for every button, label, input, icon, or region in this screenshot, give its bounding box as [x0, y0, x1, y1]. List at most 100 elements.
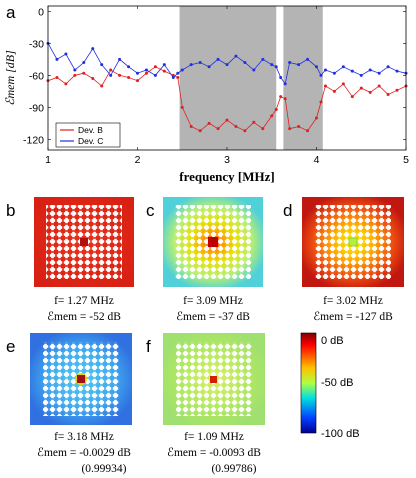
panel-c-label: c	[146, 201, 155, 220]
panel-c-energy: ℰmem = -37 dB	[176, 311, 250, 323]
y-tick-label: 0	[38, 6, 44, 18]
data-point	[234, 54, 238, 58]
data-point	[225, 63, 229, 67]
data-point	[261, 57, 265, 61]
panel-d-energy: ℰmem = -127 dB	[313, 311, 393, 323]
data-point	[91, 77, 95, 81]
data-point	[136, 71, 139, 75]
data-point	[279, 95, 283, 99]
panel-b: b f= 1.27 MHz ℰmem = -52 dB	[6, 197, 134, 323]
panel-e-ratio: (0.99934)	[81, 463, 126, 475]
data-point	[162, 63, 166, 67]
data-point	[377, 84, 381, 88]
y-tick-label: -90	[29, 102, 44, 114]
legend-label-dev-b: Dev. B	[78, 125, 103, 135]
data-point	[171, 75, 175, 79]
colorbar: 0 dB -50 dB -100 dB	[300, 332, 360, 440]
data-point	[144, 71, 148, 75]
data-point	[176, 71, 180, 75]
data-point	[274, 65, 278, 69]
data-point	[283, 97, 287, 101]
data-point	[118, 73, 122, 77]
panel-f-label: f	[146, 337, 151, 356]
data-point	[180, 105, 184, 109]
data-point	[100, 63, 104, 67]
panel-f: f f= 1.09 MHz ℰmem = -0.0093 dB (0.99786…	[146, 333, 265, 475]
data-point	[377, 71, 381, 75]
data-point	[153, 65, 157, 69]
data-point	[297, 125, 301, 129]
data-point	[288, 127, 292, 131]
data-point	[270, 63, 274, 67]
data-point	[350, 69, 354, 73]
data-point	[350, 95, 354, 99]
legend-label-dev-c: Dev. C	[78, 136, 103, 146]
axis-ticks: 1 2 3 4 5 0 -30 -60 -90 -120	[23, 6, 409, 166]
shaded-region-2	[283, 6, 323, 150]
data-point	[252, 68, 256, 72]
data-point	[395, 88, 399, 92]
data-point	[306, 57, 310, 61]
panel-b-energy: ℰmem = -52 dB	[47, 311, 121, 323]
series-layer	[46, 41, 408, 133]
y-tick-label: -120	[23, 134, 44, 146]
panel-d: d f= 3.02 MHz ℰmem = -127 dB	[283, 197, 404, 323]
x-axis-label: frequency [MHz]	[179, 169, 274, 184]
data-point	[189, 125, 193, 129]
panel-e-energy: ℰmem = -0.0029 dB	[37, 447, 131, 459]
colorbar-label-top: 0 dB	[321, 335, 344, 347]
colorbar-label-bottom: -100 dB	[321, 428, 360, 440]
data-point	[252, 120, 256, 124]
y-tick-label: -30	[29, 38, 44, 50]
data-point	[323, 68, 327, 72]
data-point	[261, 127, 265, 131]
data-point	[315, 65, 318, 69]
colorbar-label-mid: -50 dB	[321, 377, 353, 389]
data-point	[216, 127, 220, 131]
data-point	[82, 71, 86, 75]
panel-b-frequency: f= 1.27 MHz	[54, 295, 114, 307]
data-point	[127, 65, 131, 69]
data-point	[144, 68, 148, 72]
data-point	[319, 100, 323, 104]
data-point	[109, 73, 113, 77]
x-tick-label: 2	[135, 154, 141, 166]
data-point	[198, 129, 202, 133]
x-tick-label: 3	[224, 154, 230, 166]
data-point	[153, 73, 157, 77]
data-point	[315, 116, 318, 120]
data-point	[127, 75, 131, 79]
data-point	[341, 65, 345, 69]
panel-d-frequency: f= 3.02 MHz	[323, 295, 383, 307]
shaded-region-1	[179, 6, 277, 150]
panel-a-label: a	[6, 3, 16, 22]
data-point	[395, 69, 399, 73]
data-point	[64, 52, 68, 56]
panel-f-ratio: (0.99786)	[211, 463, 256, 475]
data-point	[100, 84, 104, 88]
y-axis-label: ℰmem [dB]	[3, 50, 17, 106]
data-point	[207, 65, 211, 69]
data-point	[359, 73, 363, 77]
data-point	[118, 57, 122, 61]
panel-f-frequency: f= 1.09 MHz	[184, 431, 244, 443]
data-point	[368, 90, 372, 94]
colorbar-gradient	[300, 332, 317, 434]
data-point	[225, 118, 229, 122]
x-tick-label: 5	[403, 154, 409, 166]
x-tick-label: 1	[45, 154, 51, 166]
data-point	[332, 89, 336, 93]
data-point	[216, 57, 220, 61]
data-point	[73, 73, 77, 77]
panel-c-frequency: f= 3.09 MHz	[183, 295, 243, 307]
panel-d-label: d	[283, 201, 292, 220]
panel-f-energy: ℰmem = -0.0093 dB	[167, 447, 261, 459]
legend: Dev. B Dev. C	[55, 122, 121, 148]
data-point	[297, 63, 301, 67]
data-point	[55, 57, 59, 61]
data-point	[386, 65, 390, 69]
data-point	[198, 61, 202, 65]
panel-e-frequency: f= 3.18 MHz	[54, 431, 114, 443]
data-point	[279, 75, 283, 79]
data-point	[207, 121, 211, 125]
